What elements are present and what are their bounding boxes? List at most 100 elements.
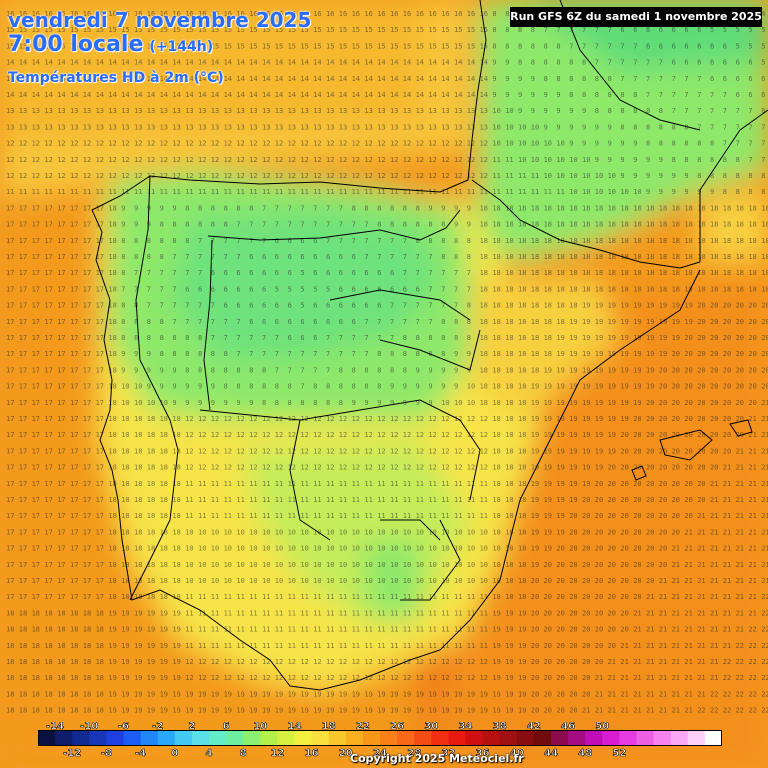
legend-swatch: [345, 730, 364, 746]
svg-text:11: 11: [364, 626, 372, 634]
svg-text:10: 10: [339, 561, 347, 569]
svg-text:15: 15: [390, 26, 398, 34]
svg-text:20: 20: [710, 350, 718, 358]
svg-text:12: 12: [300, 431, 308, 439]
svg-text:13: 13: [160, 107, 168, 115]
svg-text:18: 18: [96, 642, 104, 650]
svg-text:18: 18: [518, 302, 526, 310]
svg-text:20: 20: [569, 528, 577, 536]
svg-text:11: 11: [352, 626, 360, 634]
svg-text:18: 18: [723, 237, 731, 245]
svg-text:17: 17: [57, 431, 65, 439]
svg-text:14: 14: [275, 75, 283, 83]
svg-text:19: 19: [108, 609, 116, 617]
svg-text:17: 17: [57, 593, 65, 601]
svg-text:6: 6: [262, 253, 266, 261]
svg-text:20: 20: [556, 561, 564, 569]
svg-text:17: 17: [32, 269, 40, 277]
svg-text:18: 18: [505, 221, 513, 229]
svg-text:18: 18: [505, 496, 513, 504]
svg-text:14: 14: [364, 59, 372, 67]
svg-text:12: 12: [403, 447, 411, 455]
svg-text:10: 10: [518, 140, 526, 148]
svg-text:14: 14: [288, 59, 296, 67]
svg-text:7: 7: [390, 253, 394, 261]
svg-text:18: 18: [646, 269, 654, 277]
svg-text:6: 6: [313, 253, 317, 261]
svg-text:11: 11: [377, 642, 385, 650]
svg-text:8: 8: [236, 204, 240, 212]
svg-text:9: 9: [531, 107, 535, 115]
svg-text:10: 10: [352, 561, 360, 569]
svg-text:18: 18: [659, 204, 667, 212]
svg-text:18: 18: [582, 237, 590, 245]
svg-text:8: 8: [249, 383, 253, 391]
svg-text:19: 19: [108, 626, 116, 634]
svg-text:18: 18: [32, 626, 40, 634]
svg-text:10: 10: [326, 577, 334, 585]
svg-text:11: 11: [352, 609, 360, 617]
svg-text:12: 12: [6, 172, 14, 180]
legend-swatch: [106, 730, 124, 746]
svg-text:7: 7: [236, 318, 240, 326]
svg-text:12: 12: [32, 140, 40, 148]
svg-text:18: 18: [544, 269, 552, 277]
svg-text:10: 10: [236, 561, 244, 569]
svg-text:18: 18: [108, 366, 116, 374]
svg-text:8: 8: [211, 221, 215, 229]
svg-text:7: 7: [160, 269, 164, 277]
svg-text:22: 22: [736, 674, 744, 682]
svg-text:7: 7: [556, 26, 560, 34]
legend-top-labels: -14 -10 -6 -2 2 6 10 14 18 22 26 30 34 38 42 46 50: [46, 722, 610, 732]
svg-text:8: 8: [262, 383, 266, 391]
svg-text:12: 12: [249, 464, 257, 472]
svg-text:5: 5: [288, 285, 292, 293]
svg-text:19: 19: [544, 447, 552, 455]
svg-text:18: 18: [608, 269, 616, 277]
svg-text:20: 20: [595, 626, 603, 634]
svg-text:6: 6: [761, 107, 765, 115]
svg-text:7: 7: [377, 318, 381, 326]
svg-text:11: 11: [185, 188, 193, 196]
svg-text:14: 14: [428, 59, 436, 67]
svg-text:12: 12: [390, 447, 398, 455]
svg-text:17: 17: [57, 269, 65, 277]
svg-text:21: 21: [684, 674, 692, 682]
svg-text:17: 17: [19, 334, 27, 342]
svg-text:11: 11: [364, 512, 372, 520]
svg-text:7: 7: [684, 91, 688, 99]
svg-text:8: 8: [224, 350, 228, 358]
svg-text:13: 13: [147, 107, 155, 115]
svg-text:19: 19: [121, 658, 129, 666]
svg-text:8: 8: [761, 188, 765, 196]
svg-text:10: 10: [249, 528, 257, 536]
svg-text:20: 20: [595, 577, 603, 585]
svg-text:13: 13: [172, 107, 180, 115]
svg-text:12: 12: [300, 464, 308, 472]
svg-text:8: 8: [160, 237, 164, 245]
svg-text:9: 9: [198, 399, 202, 407]
svg-text:10: 10: [467, 383, 475, 391]
svg-text:11: 11: [198, 188, 206, 196]
svg-text:6: 6: [339, 318, 343, 326]
svg-text:8: 8: [147, 253, 151, 261]
svg-text:11: 11: [288, 480, 296, 488]
svg-text:8: 8: [198, 350, 202, 358]
svg-text:12: 12: [352, 674, 360, 682]
svg-text:7: 7: [326, 221, 330, 229]
svg-text:11: 11: [83, 188, 91, 196]
svg-text:13: 13: [70, 123, 78, 131]
svg-text:17: 17: [19, 350, 27, 358]
svg-text:8: 8: [160, 318, 164, 326]
svg-text:8: 8: [761, 172, 765, 180]
svg-text:6: 6: [352, 318, 356, 326]
svg-text:19: 19: [249, 690, 257, 698]
svg-text:12: 12: [480, 464, 488, 472]
svg-text:18: 18: [723, 253, 731, 261]
svg-text:18: 18: [147, 464, 155, 472]
svg-text:7: 7: [326, 350, 330, 358]
svg-text:11: 11: [147, 188, 155, 196]
svg-text:17: 17: [19, 561, 27, 569]
svg-text:18: 18: [108, 528, 116, 536]
svg-text:10: 10: [377, 561, 385, 569]
